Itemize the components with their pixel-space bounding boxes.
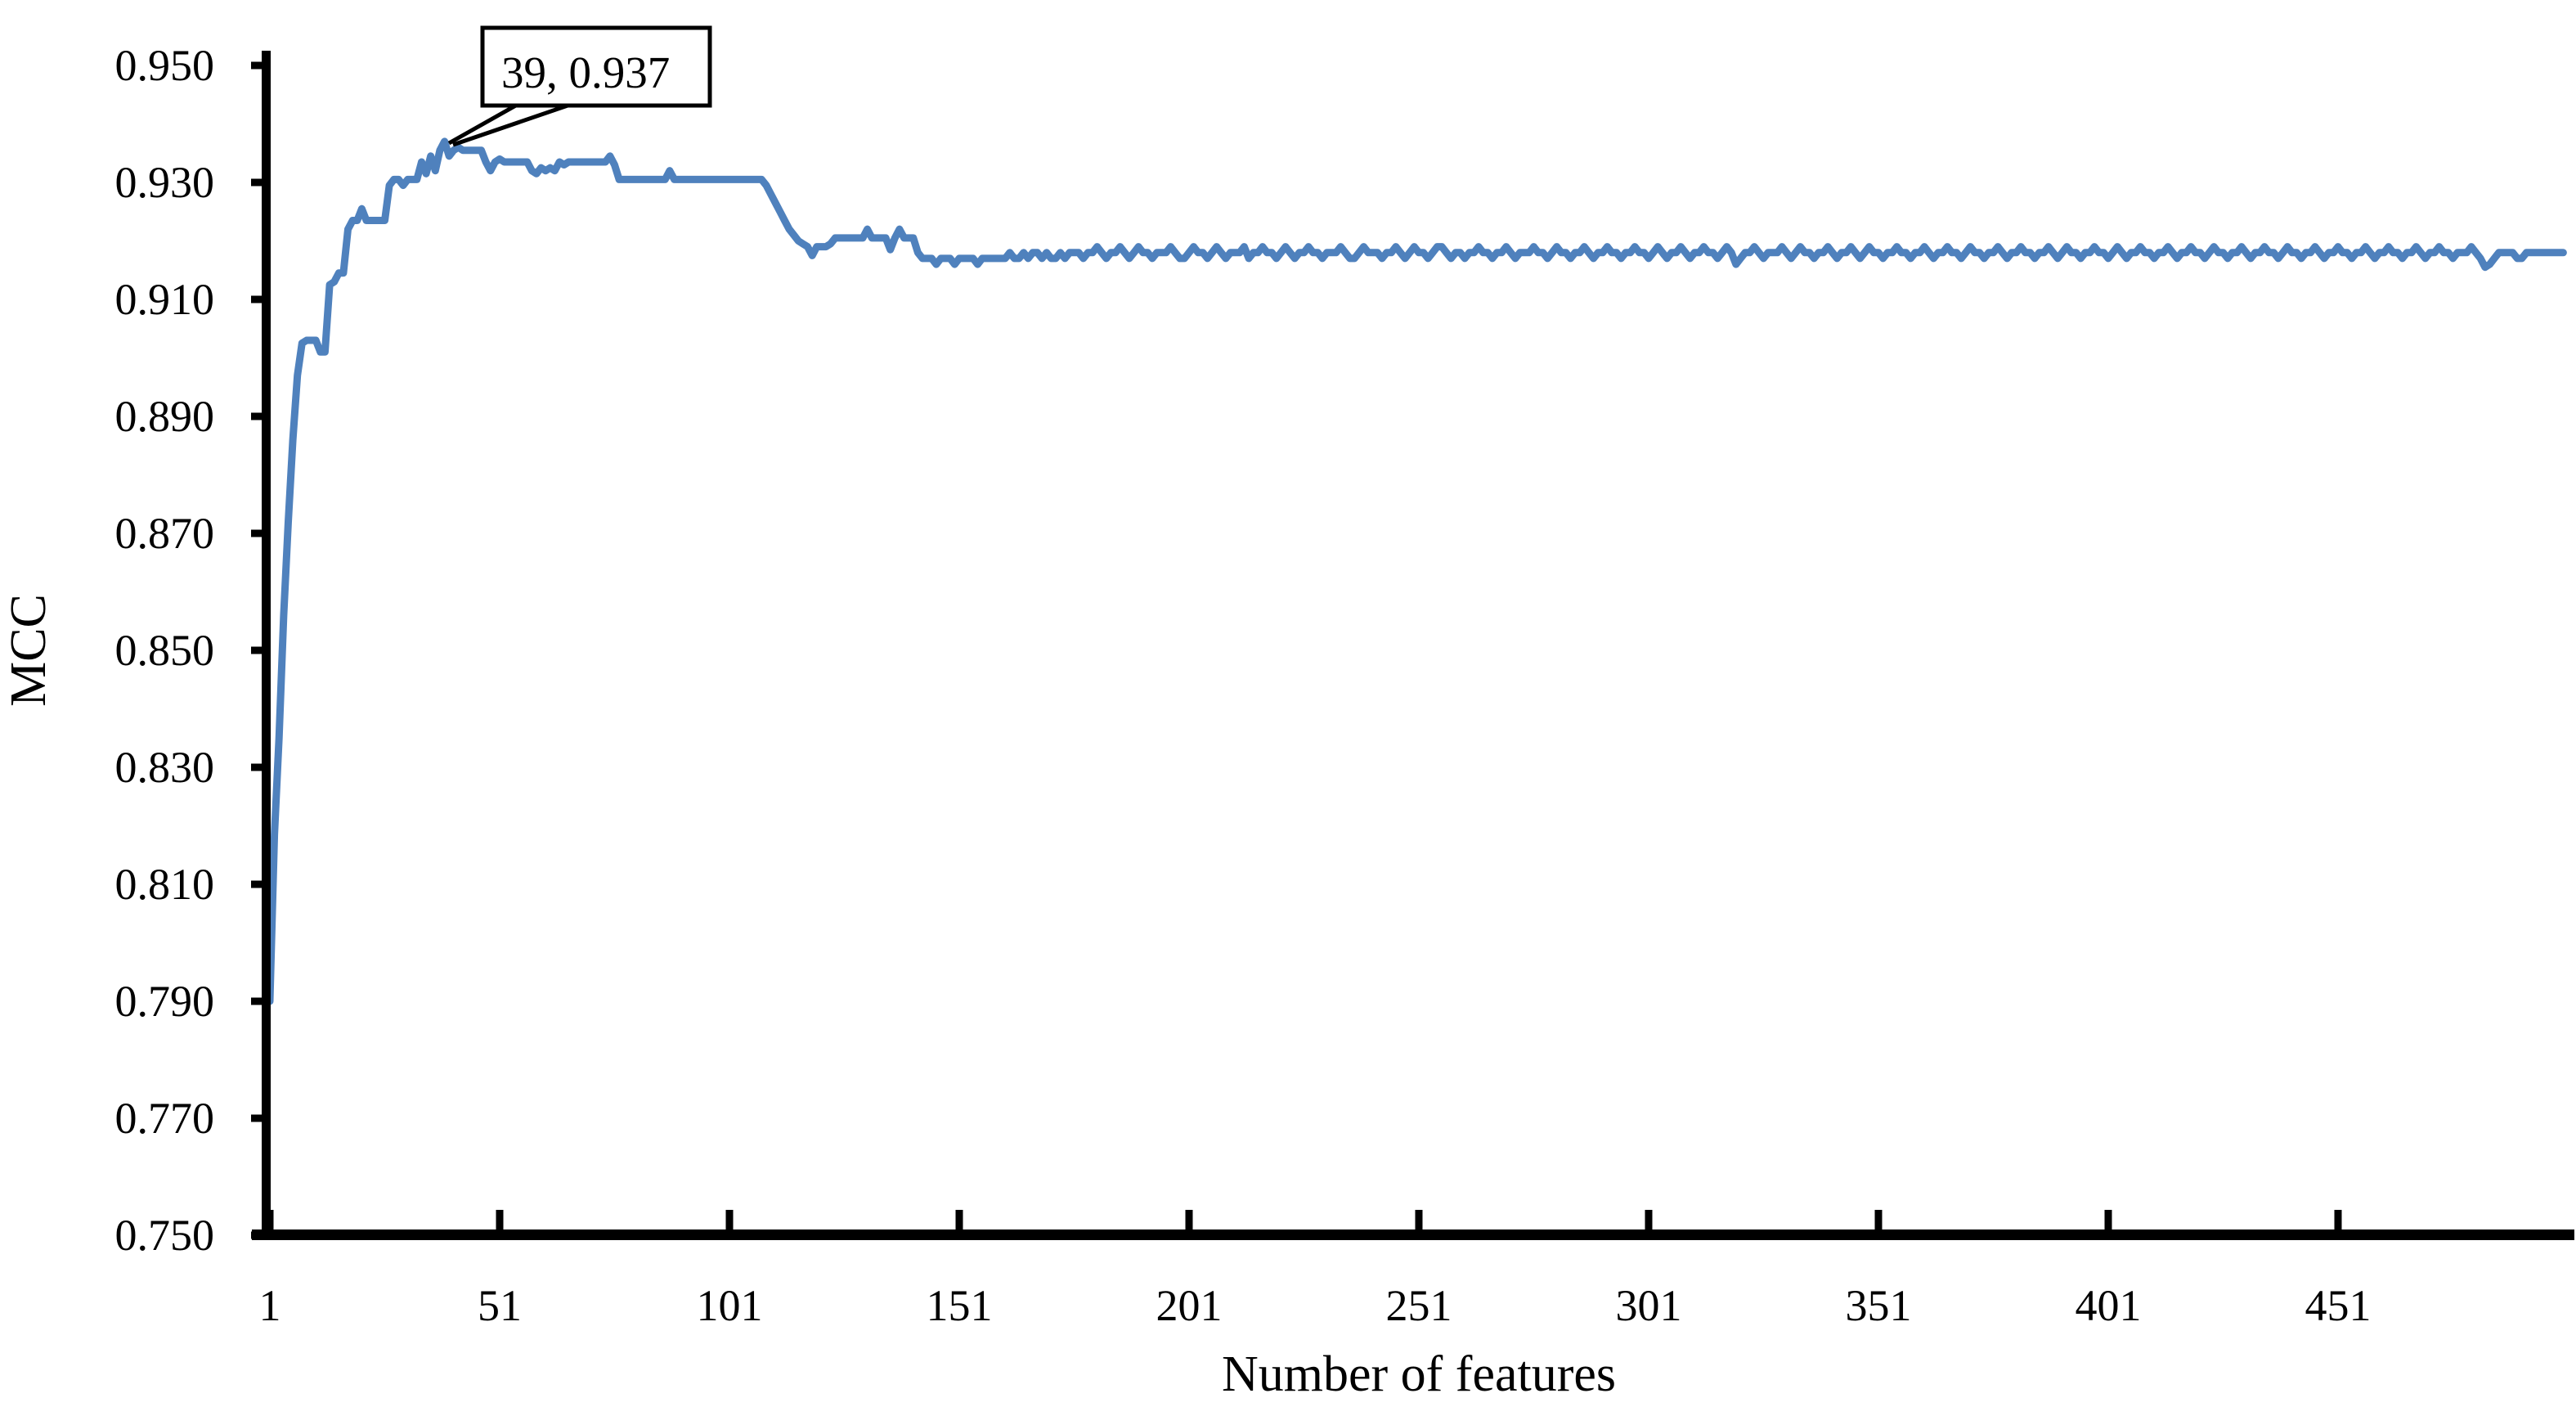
x-tick-label: 451 <box>2305 1281 2372 1330</box>
y-tick-label: 0.930 <box>115 158 215 207</box>
axis-ticks <box>251 61 2342 1239</box>
y-tick-mark <box>251 412 271 420</box>
y-tick-label: 0.850 <box>115 626 215 675</box>
annotation-box <box>480 25 712 108</box>
x-tick-label: 201 <box>1156 1281 1223 1330</box>
x-axis-title: Number of features <box>1222 1346 1616 1402</box>
y-tick-label: 0.950 <box>115 41 215 90</box>
x-tick-mark <box>955 1210 963 1229</box>
x-tick-mark <box>1645 1210 1653 1229</box>
y-tick-label: 0.910 <box>115 275 215 324</box>
x-tick-label: 151 <box>927 1281 993 1330</box>
x-axis-line <box>252 1229 2574 1240</box>
y-tick-mark <box>251 646 271 654</box>
x-tick-label: 1 <box>259 1281 281 1330</box>
y-tick-label: 0.870 <box>115 509 215 558</box>
annotation-callout-line-right <box>452 101 576 147</box>
y-axis-title: MCC <box>1 594 56 707</box>
x-tick-mark <box>725 1210 734 1229</box>
y-tick-mark <box>251 178 271 187</box>
x-tick-label: 51 <box>478 1281 522 1330</box>
y-tick-label: 0.750 <box>115 1211 215 1260</box>
x-tick-mark <box>1415 1210 1423 1229</box>
y-tick-mark <box>251 880 271 888</box>
x-tick-mark <box>1185 1210 1193 1229</box>
x-tick-label: 351 <box>1846 1281 1912 1330</box>
y-tick-mark <box>251 1114 271 1122</box>
annotation-label: 39, 0.937 <box>501 47 670 97</box>
axis-tick-labels: 0.950 0.930 0.910 0.890 0.870 0.850 0.830 0.810… <box>115 41 2372 1330</box>
mcc-data-line <box>266 137 2567 1005</box>
y-axis-line <box>262 51 271 1240</box>
annotation-callout-line-left <box>447 101 522 146</box>
x-tick-mark <box>1874 1210 1883 1229</box>
x-tick-mark <box>496 1210 504 1229</box>
y-tick-mark <box>251 763 271 771</box>
y-tick-label: 0.790 <box>115 977 215 1026</box>
x-tick-label: 251 <box>1386 1281 1452 1330</box>
y-tick-mark <box>251 529 271 537</box>
y-tick-mark <box>251 997 271 1005</box>
data-series <box>266 137 2567 1005</box>
x-tick-mark <box>2334 1210 2342 1229</box>
y-tick-label: 0.770 <box>115 1094 215 1143</box>
y-tick-label: 0.830 <box>115 743 215 792</box>
y-tick-label: 0.890 <box>115 392 215 441</box>
x-tick-label: 101 <box>697 1281 763 1330</box>
y-tick-label: 0.810 <box>115 860 215 909</box>
y-tick-mark <box>251 61 271 70</box>
y-tick-mark <box>251 295 271 303</box>
x-tick-label: 301 <box>1616 1281 1682 1330</box>
x-tick-mark <box>2104 1210 2112 1229</box>
x-tick-label: 401 <box>2076 1281 2142 1330</box>
